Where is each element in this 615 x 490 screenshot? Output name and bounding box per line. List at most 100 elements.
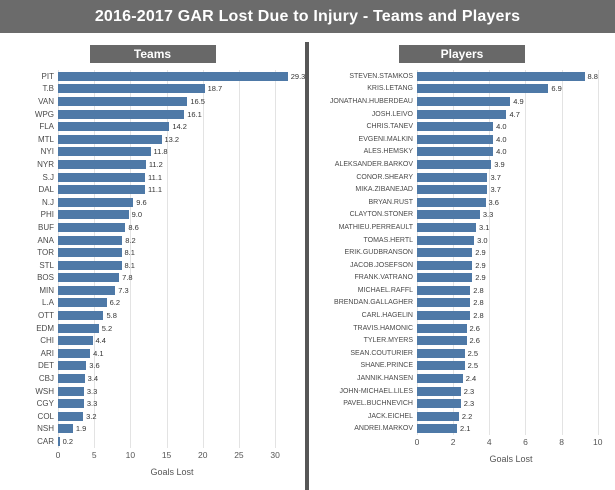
bar bbox=[58, 411, 84, 421]
bar bbox=[58, 84, 205, 94]
bar-row: MATHIEU.PERREAULT 3.1 bbox=[309, 221, 615, 234]
category-label: PIT bbox=[41, 71, 54, 81]
bar-track: 4.7 bbox=[417, 108, 615, 121]
bar bbox=[417, 323, 467, 333]
bar-row: EVGENI.MALKIN 4.0 bbox=[309, 133, 615, 146]
value-label: 1.9 bbox=[75, 424, 87, 434]
value-label: 3.6 bbox=[89, 361, 100, 371]
value-label: 3.0 bbox=[477, 235, 488, 245]
bar-row: JONATHAN.HUBERDEAU 4.9 bbox=[309, 95, 615, 108]
x-tick-label: 25 bbox=[234, 449, 244, 460]
bar-track: 7.8 bbox=[58, 272, 305, 285]
category-label: VAN bbox=[38, 96, 54, 106]
bar-row: NSH 1.9 bbox=[0, 423, 305, 436]
bar-track: 7.3 bbox=[58, 284, 305, 297]
x-tick-label: 10 bbox=[125, 449, 136, 460]
bar-track: 11.8 bbox=[58, 146, 305, 159]
players-chart-title: Players bbox=[399, 45, 525, 63]
bar-row: MICHAEL.RAFFL 2.8 bbox=[309, 284, 615, 297]
bar-row: EDM 5.2 bbox=[0, 322, 305, 335]
value-label: 13.2 bbox=[164, 134, 180, 144]
bar bbox=[417, 235, 475, 245]
bar-track: 11.2 bbox=[58, 158, 305, 171]
category-label: MICHAEL.RAFFL bbox=[357, 286, 413, 294]
bar-row: JACK.EICHEL 2.2 bbox=[309, 410, 615, 423]
bar bbox=[58, 260, 122, 270]
x-tick-label: 4 bbox=[486, 437, 492, 448]
category-label: ALEKSANDER.BARKOV bbox=[334, 160, 413, 168]
value-label: 8.6 bbox=[128, 222, 139, 232]
value-label: 4.9 bbox=[513, 96, 524, 106]
x-tick-label: 20 bbox=[198, 449, 208, 460]
bar-row: CLAYTON.STONER 3.3 bbox=[309, 209, 615, 222]
bar bbox=[58, 185, 146, 195]
bar-row: JOSH.LEIVO 4.7 bbox=[309, 108, 615, 121]
value-label: 4.1 bbox=[93, 348, 104, 358]
bar-row: BOS 7.8 bbox=[0, 272, 305, 285]
bar-row: BUF 8.6 bbox=[0, 221, 305, 234]
bar-row: ANDREI.MARKOV 2.1 bbox=[309, 423, 615, 436]
bar-track: 3.6 bbox=[58, 360, 305, 373]
category-label: MTL bbox=[38, 134, 54, 144]
value-label: 4.0 bbox=[496, 122, 507, 132]
category-label: DET bbox=[38, 361, 54, 371]
bar-row: MTL 13.2 bbox=[0, 133, 305, 146]
bar-row: NYI 11.8 bbox=[0, 146, 305, 159]
bar bbox=[58, 285, 116, 295]
bar bbox=[417, 424, 457, 434]
bar-row: WSH 3.3 bbox=[0, 385, 305, 398]
bar bbox=[58, 235, 123, 245]
value-label: 3.9 bbox=[494, 159, 505, 169]
bar-row: FLA 14.2 bbox=[0, 120, 305, 133]
value-label: 7.8 bbox=[122, 273, 133, 283]
category-label: SHANE.PRINCE bbox=[360, 362, 413, 370]
value-label: 3.7 bbox=[490, 185, 501, 195]
value-label: 3.4 bbox=[87, 374, 99, 384]
bar-track: 2.6 bbox=[417, 322, 615, 335]
category-label: JACOB.JOSEFSON bbox=[349, 261, 413, 269]
bar bbox=[58, 96, 188, 106]
bar bbox=[58, 298, 107, 308]
bar bbox=[417, 159, 492, 169]
bar-track: 3.3 bbox=[417, 209, 615, 222]
bar-row: OTT 5.8 bbox=[0, 309, 305, 322]
bar-track: 6.9 bbox=[417, 83, 615, 96]
value-label: 2.3 bbox=[463, 399, 475, 409]
bar-track: 3.3 bbox=[58, 385, 305, 398]
bar-track: 2.6 bbox=[417, 334, 615, 347]
category-label: COL bbox=[37, 411, 54, 421]
bar bbox=[417, 222, 477, 232]
category-label: ARI bbox=[40, 348, 54, 358]
category-label: MATHIEU.PERREAULT bbox=[338, 223, 413, 231]
bar bbox=[58, 348, 91, 358]
category-label: TYLER.MYERS bbox=[363, 337, 413, 345]
bar-track: 2.1 bbox=[417, 423, 615, 436]
bar-row: TYLER.MYERS 2.6 bbox=[309, 334, 615, 347]
bar-row: N.J 9.6 bbox=[0, 196, 305, 209]
category-label: CHI bbox=[40, 336, 54, 346]
bar-row: CARL.HAGELIN 2.8 bbox=[309, 309, 615, 322]
bar-row: CHI 4.4 bbox=[0, 334, 305, 347]
value-label: 3.6 bbox=[488, 197, 499, 207]
bar-row: JANNIK.HANSEN 2.4 bbox=[309, 372, 615, 385]
bar-row: PHI 9.0 bbox=[0, 209, 305, 222]
value-label: 6.2 bbox=[109, 298, 121, 308]
category-label: DAL bbox=[38, 185, 54, 195]
bar bbox=[58, 323, 99, 333]
bar bbox=[58, 248, 122, 258]
value-label: 5.8 bbox=[106, 311, 117, 321]
dashboard-content: Teams PIT 29.3 T.B 18.7 VAN 16.5 WPG 16.1 FLA 14.… bbox=[0, 33, 615, 490]
bar-row: ERIK.GUDBRANSON 2.9 bbox=[309, 246, 615, 259]
bar-track: 1.9 bbox=[58, 423, 305, 436]
category-label: BOS bbox=[37, 273, 54, 283]
bar-track: 2.8 bbox=[417, 297, 615, 310]
value-label: 3.3 bbox=[482, 210, 494, 220]
x-tick-label: 15 bbox=[161, 449, 172, 460]
bar bbox=[58, 172, 146, 182]
category-label: JACK.EICHEL bbox=[367, 412, 413, 420]
category-label: CONOR.SHEARY bbox=[356, 173, 413, 181]
category-label: JONATHAN.HUBERDEAU bbox=[329, 97, 413, 105]
value-label: 18.7 bbox=[207, 84, 223, 94]
bar bbox=[58, 361, 87, 371]
bar bbox=[58, 386, 84, 396]
